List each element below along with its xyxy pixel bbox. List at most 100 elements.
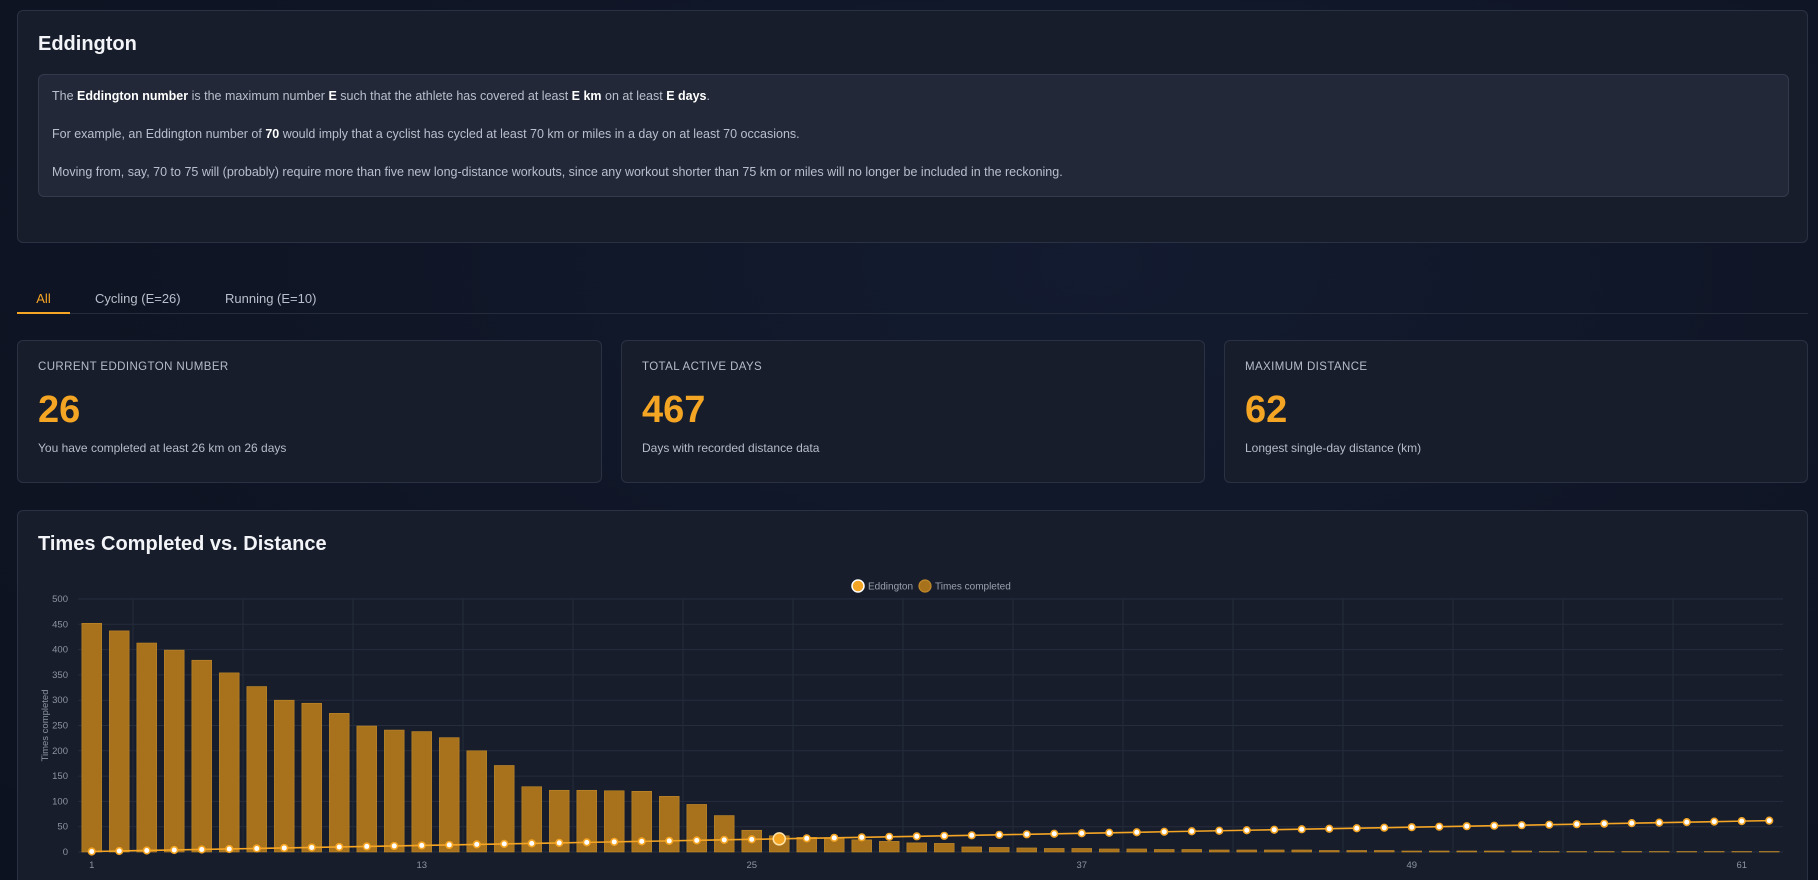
eddington-point: [1435, 822, 1444, 831]
eddington-point: [1297, 825, 1306, 834]
eddington-point: [142, 846, 151, 855]
eddington-point: [362, 842, 371, 851]
bar: [1319, 850, 1340, 853]
bar: [1759, 851, 1780, 853]
eddington-point: [1572, 820, 1581, 829]
bar: [301, 702, 322, 853]
eddington-point: [1490, 821, 1499, 830]
bar: [879, 841, 900, 853]
y-tick-label: 0: [63, 847, 68, 858]
eddington-explanation: The Eddington number is the maximum numb…: [38, 74, 1789, 197]
eddington-point: [637, 837, 646, 846]
bar: [961, 846, 982, 853]
bar: [329, 713, 350, 853]
eddington-point: [1462, 822, 1471, 831]
bar: [1594, 851, 1615, 853]
bar: [136, 642, 157, 853]
eddington-point: [445, 840, 454, 850]
eddington-point: [995, 830, 1004, 839]
eddington-point: [610, 837, 619, 846]
eddington-point: [170, 845, 179, 855]
y-tick-label: 150: [52, 771, 68, 782]
definition-paragraph: The Eddington number is the maximum numb…: [52, 87, 1775, 105]
bar: [1456, 850, 1477, 853]
eddington-point: [802, 834, 811, 843]
tab-running[interactable]: Running (E=10): [225, 291, 317, 306]
bar: [1374, 850, 1395, 853]
times-completed-chart: 0 50 100 150 200 250 300 350 400 450 500 1 13 25 37 49 6…: [40, 579, 1783, 871]
eddington-point: [1545, 820, 1554, 829]
eddington-point: [1077, 829, 1086, 838]
bar: [1099, 848, 1120, 853]
tab-all[interactable]: All: [17, 280, 70, 314]
bar: [1236, 849, 1257, 853]
example-paragraph: For example, an Eddington number of 70 w…: [52, 125, 1775, 143]
y-tick-label: 250: [52, 721, 68, 732]
bar: [659, 796, 680, 853]
bar: [1346, 850, 1367, 853]
page-title: Eddington: [38, 33, 137, 55]
bar: [1649, 851, 1670, 853]
bar: [906, 842, 927, 853]
x-tick-label: 49: [1406, 860, 1417, 871]
eddington-point: [1215, 826, 1224, 835]
bar: [191, 659, 212, 853]
stat-card-active-days: TOTAL ACTIVE DAYS 467 Days with recorded…: [621, 340, 1205, 483]
eddington-point: [1160, 827, 1169, 836]
eddington-point: [1710, 817, 1719, 826]
eddington-point: [1187, 827, 1196, 836]
text: is the maximum number: [188, 89, 329, 103]
term: 70: [265, 127, 280, 141]
eddington-point: [1682, 818, 1691, 827]
eddington-point: [335, 842, 344, 852]
bar: [384, 729, 405, 853]
eddington-point: [1655, 818, 1664, 827]
stat-card-eddington: CURRENT EDDINGTON NUMBER 26 You have com…: [17, 340, 602, 483]
eddington-point: [197, 845, 206, 854]
bar: [1676, 851, 1697, 853]
bar: [1566, 851, 1587, 853]
legend-label-times: Times completed: [935, 582, 1011, 593]
bar: [989, 847, 1010, 853]
y-tick-label: 200: [52, 746, 68, 757]
eddington-point: [1627, 819, 1636, 828]
eddington-point: [692, 836, 701, 845]
tab-cycling[interactable]: Cycling (E=26): [95, 291, 181, 306]
bar: [1264, 849, 1285, 853]
eddington-point: [830, 833, 839, 842]
bar: [1621, 851, 1642, 853]
sport-tabs: All Cycling (E=26) Running (E=10): [17, 270, 1808, 314]
bar: [934, 843, 955, 853]
eddington-point: [1132, 828, 1141, 837]
bar: [1704, 851, 1725, 853]
eddington-point: [665, 836, 674, 845]
eddington-point: [1022, 830, 1031, 839]
x-tick-label: 37: [1076, 860, 1087, 871]
bar: [1291, 849, 1312, 853]
bar: [1429, 850, 1450, 853]
bar: [686, 804, 707, 853]
eddington-point: [555, 838, 564, 847]
bar: [714, 815, 735, 853]
stat-value: 26: [38, 389, 81, 431]
eddington-point: [885, 832, 894, 841]
y-tick-label: 400: [52, 645, 68, 656]
y-axis-label: Times completed: [40, 690, 51, 762]
bar: [1484, 850, 1505, 853]
eddington-point: [1737, 817, 1746, 826]
text: on at least: [601, 89, 667, 103]
bar: [1401, 850, 1422, 853]
legend-swatch-times: [918, 579, 932, 593]
bar: [1181, 849, 1202, 853]
x-tick-label: 13: [416, 860, 427, 871]
eddington-info-card: Eddington The Eddington number is the ma…: [17, 10, 1808, 243]
y-tick-label: 450: [52, 619, 68, 630]
bar: [109, 630, 130, 853]
eddington-point: [582, 838, 591, 847]
bar: [1154, 849, 1175, 853]
eddington-point: [967, 831, 976, 840]
term: E: [328, 89, 337, 103]
bar: [1016, 847, 1037, 853]
eddington-point: [940, 831, 949, 840]
x-tick-label: 61: [1736, 860, 1747, 871]
